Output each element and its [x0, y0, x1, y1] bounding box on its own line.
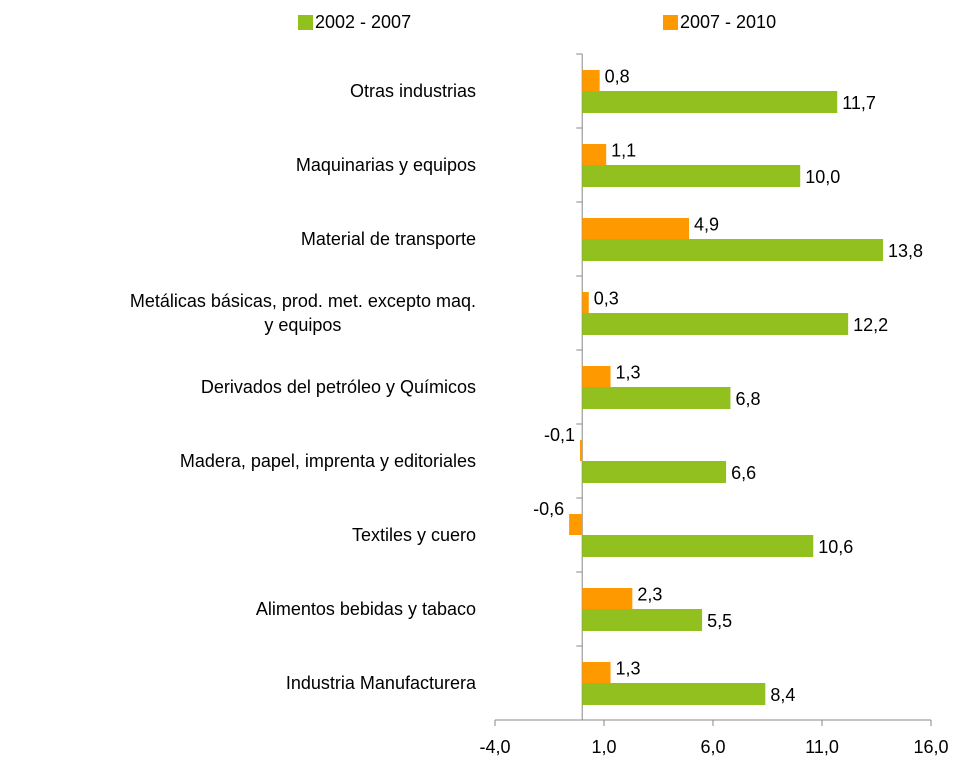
category-label-box: Derivados del petróleo y Químicos: [6, 375, 476, 399]
bar: [582, 70, 600, 91]
y-tick-label: Alimentos bebidas y tabaco: [255, 599, 476, 619]
bar: [582, 387, 731, 409]
bar: [582, 683, 766, 705]
y-tick-label: Otras industrias: [349, 81, 476, 101]
data-label: 8,4: [770, 685, 795, 705]
bar: [582, 91, 838, 113]
legend-label: 2002 - 2007: [315, 12, 411, 32]
data-label: 0,3: [594, 288, 619, 308]
category-label-box: Metálicas básicas, prod. met. excepto ma…: [6, 289, 476, 337]
data-label: 6,8: [735, 389, 760, 409]
x-tick-label: 6,0: [700, 737, 725, 757]
bar: [569, 514, 583, 535]
data-label: -0,1: [544, 425, 575, 445]
data-label: 6,6: [731, 463, 756, 483]
x-tick-label: 16,0: [913, 737, 948, 757]
bar: [580, 440, 583, 461]
y-tick-label: Metálicas básicas, prod. met. excepto ma…: [129, 291, 476, 335]
data-label: 11,7: [842, 93, 876, 113]
data-label: -0,6: [533, 499, 564, 519]
x-tick-label: 11,0: [805, 737, 839, 757]
legend-label: 2007 - 2010: [680, 12, 776, 32]
bar: [582, 588, 633, 609]
x-tick-label: 1,0: [591, 737, 616, 757]
y-tick-label: Textiles y cuero: [351, 525, 476, 545]
data-label: 2,3: [637, 584, 662, 604]
data-label: 10,0: [805, 167, 840, 187]
bar: [582, 609, 703, 631]
category-label-box: Maquinarias y equipos: [6, 153, 476, 177]
y-tick-label: Industria Manufacturera: [285, 673, 476, 693]
legend-swatch: [298, 15, 313, 30]
y-tick-label: Derivados del petróleo y Químicos: [200, 377, 476, 397]
data-label: 12,2: [853, 315, 888, 335]
bar: [582, 144, 607, 165]
data-label: 1,1: [611, 140, 636, 160]
category-label-box: Madera, papel, imprenta y editoriales: [6, 449, 476, 473]
bar: [582, 313, 849, 335]
bar: [582, 165, 801, 187]
category-label-box: Industria Manufacturera: [6, 671, 476, 695]
legend-swatch: [663, 15, 678, 30]
bar: [582, 292, 589, 313]
data-label: 13,8: [888, 241, 923, 261]
data-label: 1,3: [616, 658, 641, 678]
data-label: 5,5: [707, 611, 732, 631]
bar: [582, 461, 727, 483]
data-label: 4,9: [694, 214, 719, 234]
bar: [582, 535, 814, 557]
y-tick-label: Maquinarias y equipos: [295, 155, 476, 175]
data-label: 1,3: [616, 362, 641, 382]
category-label-box: Textiles y cuero: [6, 523, 476, 547]
data-label: 0,8: [605, 66, 630, 86]
category-label-box: Material de transporte: [6, 227, 476, 251]
category-label-box: Alimentos bebidas y tabaco: [6, 597, 476, 621]
data-label: 10,6: [818, 537, 853, 557]
y-tick-label: Material de transporte: [300, 229, 476, 249]
bar: [582, 218, 690, 239]
x-tick-label: -4,0: [479, 737, 510, 757]
bar: [582, 239, 884, 261]
bar: [582, 366, 611, 387]
category-label-box: Otras industrias: [6, 79, 476, 103]
bar: [582, 662, 611, 683]
y-tick-label: Madera, papel, imprenta y editoriales: [179, 451, 476, 471]
